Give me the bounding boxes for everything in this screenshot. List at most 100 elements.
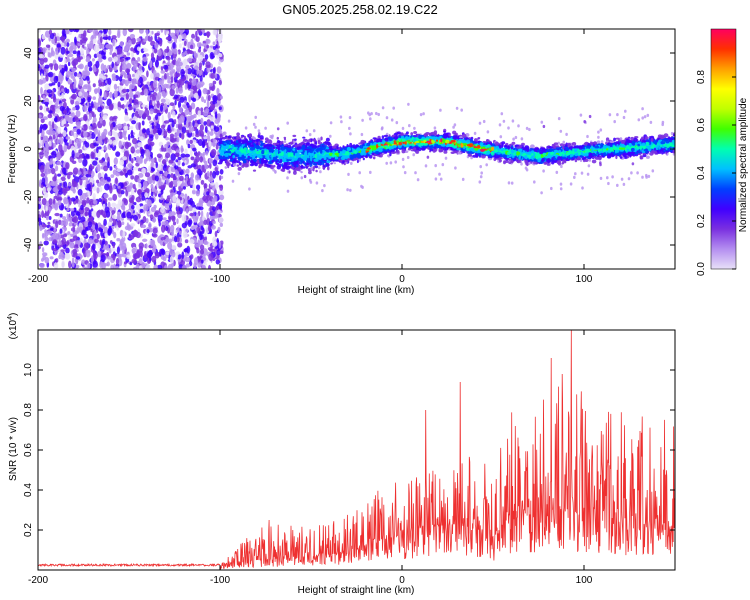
heatmap-cell bbox=[131, 204, 135, 210]
heatmap-cell bbox=[122, 246, 126, 251]
heatmap-cell bbox=[58, 219, 62, 225]
heatmap-cell bbox=[132, 166, 139, 171]
heatmap-cell bbox=[38, 245, 41, 250]
heatmap-cell bbox=[99, 44, 104, 49]
heatmap-cell bbox=[395, 121, 399, 125]
heatmap-cell bbox=[59, 213, 63, 218]
heatmap-cell bbox=[62, 130, 67, 137]
heatmap-cell bbox=[82, 71, 87, 79]
heatmap-cell bbox=[38, 196, 42, 202]
heatmap-cell bbox=[478, 180, 482, 184]
heatmap-cell bbox=[375, 111, 378, 116]
heatmap-cell bbox=[166, 72, 170, 78]
heatmap-cell bbox=[219, 250, 224, 254]
heatmap-cell bbox=[424, 164, 428, 168]
heatmap-cell bbox=[107, 35, 111, 41]
heatmap-cell bbox=[637, 118, 641, 122]
heatmap-cell bbox=[146, 81, 151, 86]
heatmap-cell bbox=[533, 180, 536, 184]
heatmap-cell bbox=[115, 177, 118, 184]
heatmap-cell bbox=[647, 174, 651, 178]
heatmap-cell bbox=[71, 180, 77, 188]
heatmap-cell bbox=[159, 239, 164, 246]
heatmap-cell bbox=[45, 215, 49, 221]
heatmap-cell bbox=[203, 136, 208, 140]
heatmap-cell bbox=[649, 120, 653, 124]
heatmap-cell bbox=[49, 158, 53, 165]
heatmap-cell bbox=[77, 42, 81, 47]
heatmap-cell bbox=[135, 196, 142, 203]
heatmap-cell bbox=[48, 100, 53, 105]
heatmap-cell bbox=[50, 64, 53, 71]
heatmap-cell bbox=[360, 132, 364, 137]
heatmap-cell bbox=[147, 95, 151, 102]
heatmap-cell bbox=[70, 109, 74, 113]
heatmap-cell bbox=[54, 212, 60, 217]
heatmap-cell bbox=[59, 228, 63, 234]
heatmap-cell bbox=[152, 108, 159, 114]
heatmap-cell bbox=[205, 64, 211, 69]
heatmap-cell bbox=[64, 142, 69, 146]
heatmap-cell bbox=[195, 155, 200, 163]
heatmap-cell bbox=[139, 110, 142, 117]
heatmap-cell bbox=[339, 115, 343, 119]
heatmap-cell bbox=[92, 96, 96, 100]
heatmap-cell bbox=[107, 131, 112, 136]
heatmap-cell bbox=[620, 177, 624, 181]
heatmap-cell bbox=[198, 68, 203, 76]
heatmap-cell bbox=[166, 251, 170, 256]
heatmap-cell bbox=[57, 199, 62, 206]
heatmap-cell bbox=[128, 91, 134, 99]
heatmap-cell bbox=[198, 206, 204, 211]
heatmap-cell bbox=[71, 150, 75, 158]
heatmap-cell bbox=[183, 100, 187, 104]
heatmap-cell bbox=[131, 120, 137, 125]
heatmap-cell bbox=[78, 63, 84, 70]
heatmap-cell bbox=[214, 103, 219, 107]
heatmap-cell bbox=[201, 43, 207, 47]
heatmap-cell bbox=[218, 189, 224, 196]
heatmap-cell bbox=[54, 252, 57, 256]
heatmap-cell bbox=[84, 142, 90, 148]
heatmap-cell bbox=[210, 104, 216, 109]
heatmap-cell bbox=[59, 105, 65, 112]
heatmap-cell bbox=[63, 181, 68, 189]
heatmap-cell bbox=[167, 111, 171, 120]
heatmap-cell bbox=[203, 239, 207, 245]
heatmap-cell bbox=[167, 263, 173, 269]
heatmap-cell bbox=[72, 188, 76, 194]
heatmap-cell bbox=[206, 44, 210, 49]
heatmap-cell bbox=[158, 221, 161, 227]
heatmap-cell bbox=[95, 60, 100, 69]
heatmap-cell bbox=[154, 252, 160, 259]
heatmap-cell bbox=[63, 233, 67, 238]
heatmap-cell bbox=[74, 117, 80, 122]
heatmap-cell bbox=[52, 239, 57, 244]
heatmap-cell bbox=[199, 124, 204, 131]
heatmap-cell bbox=[179, 115, 185, 123]
heatmap-cell bbox=[93, 252, 98, 259]
heatmap-cell bbox=[71, 140, 75, 145]
heatmap-cell bbox=[204, 126, 208, 133]
heatmap-cell bbox=[99, 118, 103, 124]
heatmap-cell bbox=[40, 118, 45, 124]
heatmap-cell bbox=[565, 132, 568, 136]
heatmap-cell bbox=[168, 159, 174, 164]
heatmap-cell bbox=[70, 130, 75, 136]
heatmap-cell bbox=[197, 139, 204, 146]
heatmap-cell bbox=[520, 137, 524, 141]
heatmap-cell bbox=[88, 112, 93, 121]
heatmap-cell bbox=[70, 208, 75, 212]
heatmap-cell bbox=[74, 36, 77, 44]
heatmap-cell bbox=[163, 64, 169, 70]
heatmap-cell bbox=[184, 109, 190, 116]
heatmap-cell bbox=[422, 112, 425, 116]
heatmap-cell bbox=[212, 220, 216, 225]
heatmap-cell bbox=[79, 154, 84, 159]
heatmap-cell bbox=[85, 153, 90, 159]
heatmap-cell bbox=[486, 130, 490, 134]
heatmap-cell bbox=[517, 124, 520, 128]
heatmap-cell bbox=[198, 200, 204, 205]
heatmap-cell bbox=[102, 238, 106, 245]
heatmap-cell bbox=[171, 215, 176, 222]
